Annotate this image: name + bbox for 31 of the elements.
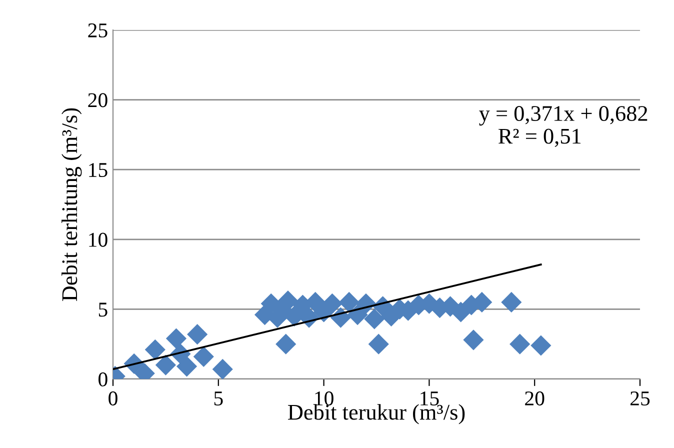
- point: [501, 292, 522, 313]
- point: [155, 354, 176, 376]
- point: [212, 358, 233, 379]
- point: [193, 346, 214, 367]
- x-tick-label: 20: [525, 391, 544, 406]
- x-tick-label: 0: [108, 391, 118, 406]
- point: [338, 292, 360, 313]
- y-tick-label: 20: [88, 93, 108, 108]
- y-tick-label: 5: [98, 302, 108, 317]
- y-tick-label: 15: [89, 163, 108, 178]
- annotation: R² = 0,51: [498, 128, 581, 147]
- point: [276, 334, 296, 354]
- point: [530, 335, 552, 356]
- x-tick-label: 15: [420, 392, 439, 406]
- y-tick-label: 0: [98, 372, 108, 386]
- x-tick-label: 10: [315, 391, 334, 406]
- point: [463, 330, 484, 350]
- point: [510, 334, 530, 354]
- point: [368, 334, 389, 354]
- y-tick-label: 25: [88, 23, 108, 38]
- point: [166, 328, 187, 349]
- annotation: y = 0,371x + 0,682: [479, 106, 648, 126]
- point: [144, 339, 166, 360]
- point: [364, 308, 385, 330]
- point: [176, 356, 198, 377]
- y-tick-label: 10: [89, 232, 108, 247]
- point: [187, 324, 208, 345]
- x-tick-label: 5: [214, 392, 223, 406]
- y-axis-title: Debit terhitung (m³/s): [62, 108, 82, 301]
- x-tick-label: 25: [630, 391, 650, 406]
- x-axis-title: Debit terukur (m³/s): [288, 404, 465, 424]
